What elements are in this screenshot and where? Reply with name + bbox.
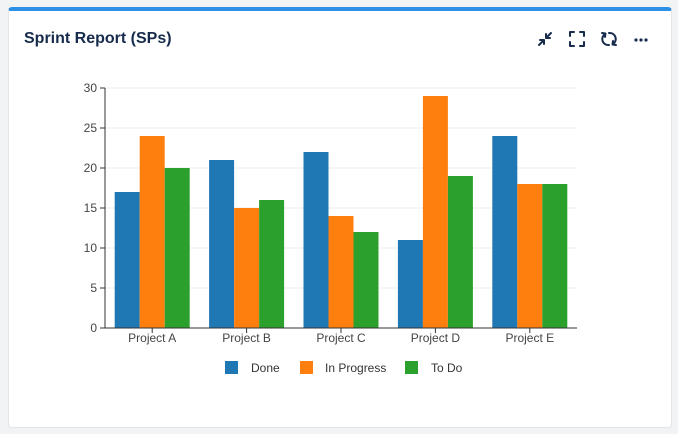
collapse-icon[interactable] [535, 29, 555, 49]
y-tick-label: 15 [84, 201, 98, 215]
legend-swatch-to-do [405, 361, 418, 374]
x-tick-label: Project D [411, 331, 461, 345]
bar-to-do [259, 200, 285, 328]
y-tick-label: 30 [84, 81, 98, 95]
widget-toolbar [535, 29, 651, 49]
legend-swatch-in-progress [300, 361, 313, 374]
bar-in-progress [422, 96, 448, 328]
bar-to-do [353, 232, 379, 328]
expand-icon[interactable] [567, 29, 587, 49]
y-tick-label: 10 [84, 241, 98, 255]
bar-done [114, 192, 140, 328]
x-tick-label: Project E [505, 331, 554, 345]
bar-in-progress [139, 136, 165, 328]
more-icon[interactable] [631, 29, 651, 49]
bar-done [303, 152, 329, 328]
bar-done [209, 160, 235, 328]
y-tick-label: 20 [84, 161, 98, 175]
widget-title: Sprint Report (SPs) [24, 30, 172, 47]
y-tick-label: 5 [90, 281, 97, 295]
x-tick-label: Project C [316, 331, 366, 345]
legend-label: Done [251, 361, 280, 375]
legend-label: To Do [431, 361, 463, 375]
x-tick-label: Project B [222, 331, 271, 345]
x-tick-label: Project A [128, 331, 176, 345]
bar-to-do [447, 176, 473, 328]
bar-in-progress [328, 216, 354, 328]
bar-in-progress [234, 208, 260, 328]
bar-done [397, 240, 423, 328]
refresh-icon[interactable] [599, 29, 619, 49]
legend-label: In Progress [325, 361, 386, 375]
bar-to-do [542, 184, 568, 328]
y-tick-label: 0 [90, 321, 97, 335]
legend-swatch-done [225, 361, 238, 374]
bar-done [492, 136, 518, 328]
y-tick-label: 25 [84, 121, 98, 135]
bar-to-do [164, 168, 190, 328]
bar-in-progress [517, 184, 543, 328]
